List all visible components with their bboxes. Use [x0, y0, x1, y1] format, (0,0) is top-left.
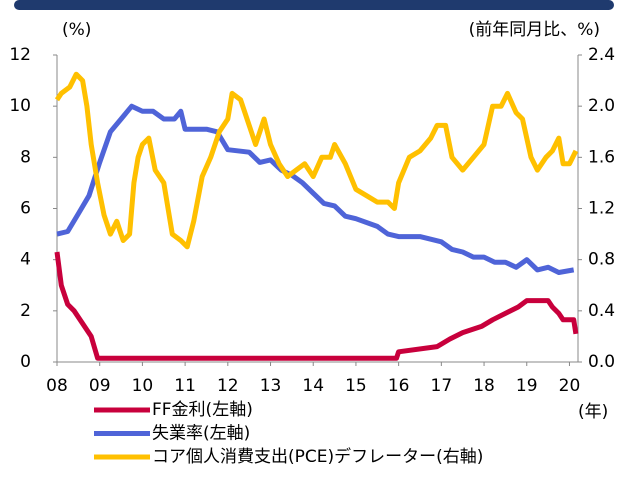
y-tick-label: 6 [20, 199, 31, 219]
y2-tick-label: 2.4 [588, 45, 615, 65]
x-tick-label: 19 [516, 376, 538, 396]
y2-axis-label: (前年同月比、%) [469, 20, 600, 40]
x-axis-label: (年) [578, 402, 608, 422]
x-tick-label: 17 [431, 376, 453, 396]
series-line [54, 71, 579, 250]
header-bar [14, 0, 614, 10]
legend-label: 失業率(左軸) [152, 424, 250, 444]
y2-tick-label: 1.6 [588, 147, 615, 167]
y-tick-label: 8 [20, 147, 31, 167]
y-tick-label: 4 [20, 250, 31, 270]
y2-tick-label: 2.0 [588, 96, 615, 116]
y-tick-label: 10 [9, 96, 31, 116]
y-tick-label: 2 [20, 301, 31, 321]
series-line [54, 251, 579, 361]
x-tick-label: 10 [132, 376, 154, 396]
series-line [56, 103, 575, 275]
y2-tick-label: 0.0 [588, 352, 615, 372]
x-tick-label: 12 [217, 376, 239, 396]
x-tick-label: 16 [388, 376, 410, 396]
y-tick-label: 12 [9, 45, 31, 65]
legend-label: コア個人消費支出(PCE)デフレーター(右軸) [152, 446, 483, 467]
y-axis-label: (%) [62, 20, 91, 40]
x-tick-label: 13 [260, 376, 282, 396]
y2-tick-label: 0.8 [588, 250, 615, 270]
legend-label: FF金利(左軸) [152, 400, 253, 420]
x-tick-label: 15 [345, 376, 367, 396]
y2-tick-label: 0.4 [588, 301, 615, 321]
x-tick-label: 20 [559, 376, 581, 396]
y-tick-label: 0 [20, 352, 31, 372]
x-tick-label: 08 [46, 376, 68, 396]
x-tick-label: 09 [89, 376, 111, 396]
x-tick-label: 11 [174, 376, 196, 396]
y2-tick-label: 1.2 [588, 199, 615, 219]
x-tick-label: 14 [302, 376, 324, 396]
x-tick-label: 18 [473, 376, 495, 396]
